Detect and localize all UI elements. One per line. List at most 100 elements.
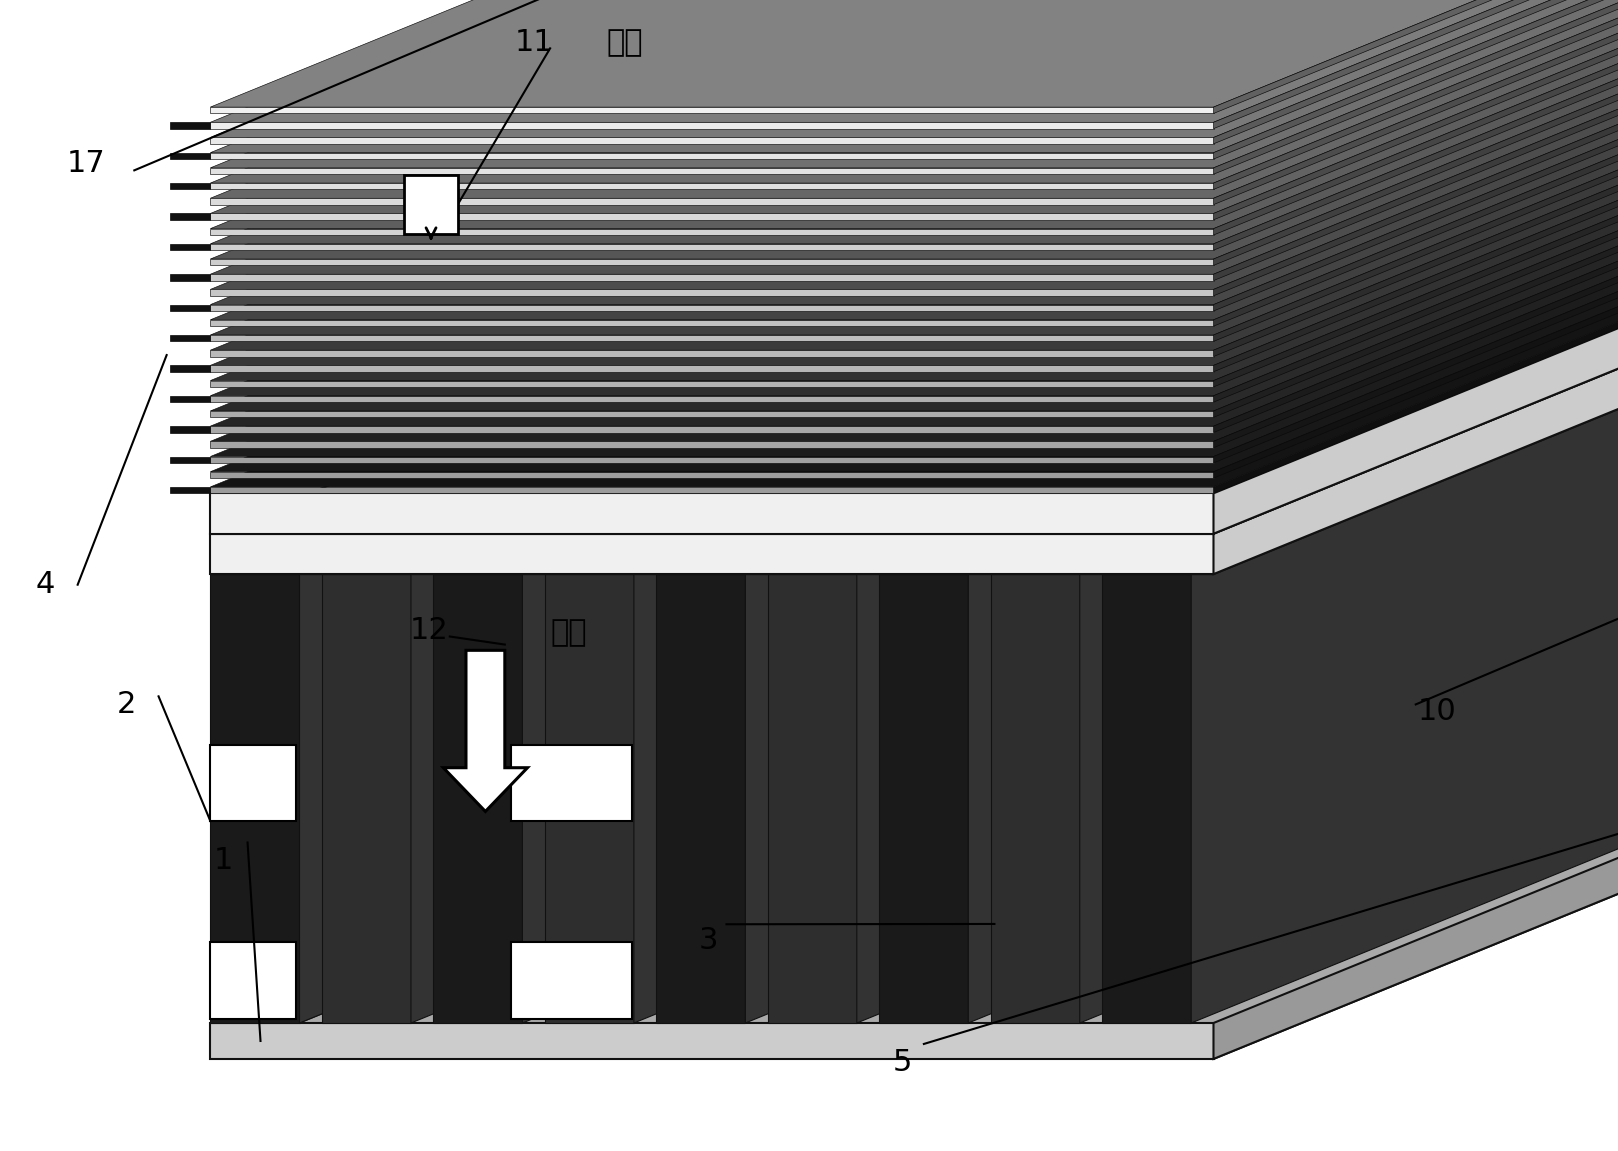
Polygon shape bbox=[170, 457, 210, 463]
Polygon shape bbox=[210, 0, 1618, 137]
Polygon shape bbox=[210, 233, 1618, 457]
Polygon shape bbox=[170, 274, 210, 281]
Polygon shape bbox=[210, 350, 1618, 574]
Polygon shape bbox=[1191, 350, 1618, 1023]
Text: 热流: 热流 bbox=[607, 28, 644, 58]
Polygon shape bbox=[1214, 35, 1618, 266]
Polygon shape bbox=[210, 5, 1618, 229]
Polygon shape bbox=[210, 64, 1618, 289]
Polygon shape bbox=[210, 350, 1214, 357]
FancyArrow shape bbox=[443, 650, 527, 811]
Polygon shape bbox=[634, 350, 1184, 1023]
Polygon shape bbox=[1214, 186, 1618, 418]
Polygon shape bbox=[210, 426, 1214, 433]
Polygon shape bbox=[1102, 350, 1618, 574]
Polygon shape bbox=[170, 487, 210, 494]
Polygon shape bbox=[1214, 0, 1618, 174]
Polygon shape bbox=[210, 157, 1618, 381]
Polygon shape bbox=[210, 216, 1618, 441]
Polygon shape bbox=[434, 350, 1073, 574]
Polygon shape bbox=[210, 110, 1618, 335]
Text: 10: 10 bbox=[1417, 696, 1456, 726]
Text: 17: 17 bbox=[66, 148, 105, 178]
Polygon shape bbox=[210, 20, 1618, 244]
Polygon shape bbox=[1214, 96, 1618, 326]
Polygon shape bbox=[210, 262, 1618, 487]
Polygon shape bbox=[210, 96, 1618, 320]
Polygon shape bbox=[1214, 81, 1618, 311]
Polygon shape bbox=[210, 1023, 1214, 1059]
Text: 3: 3 bbox=[699, 925, 718, 955]
Polygon shape bbox=[879, 350, 1518, 574]
Polygon shape bbox=[1214, 157, 1618, 387]
Polygon shape bbox=[1214, 310, 1618, 574]
Polygon shape bbox=[1214, 269, 1618, 534]
Polygon shape bbox=[1214, 0, 1618, 144]
Polygon shape bbox=[210, 745, 296, 821]
Polygon shape bbox=[1214, 201, 1618, 433]
Polygon shape bbox=[545, 350, 1184, 574]
Polygon shape bbox=[210, 168, 1214, 174]
Polygon shape bbox=[411, 350, 961, 1023]
Polygon shape bbox=[210, 153, 1214, 159]
Polygon shape bbox=[170, 122, 210, 129]
Polygon shape bbox=[170, 153, 210, 159]
Polygon shape bbox=[210, 0, 1618, 183]
Polygon shape bbox=[1214, 0, 1618, 220]
Polygon shape bbox=[170, 244, 210, 250]
Polygon shape bbox=[210, 310, 1618, 534]
Polygon shape bbox=[1214, 110, 1618, 342]
Polygon shape bbox=[210, 457, 1214, 463]
Polygon shape bbox=[858, 350, 1408, 1023]
Polygon shape bbox=[210, 274, 1214, 281]
Polygon shape bbox=[1102, 574, 1191, 1023]
Polygon shape bbox=[210, 335, 1214, 342]
Polygon shape bbox=[1214, 262, 1618, 494]
Polygon shape bbox=[1214, 216, 1618, 448]
Text: 2: 2 bbox=[116, 689, 136, 719]
Polygon shape bbox=[210, 186, 1618, 411]
Polygon shape bbox=[1214, 0, 1618, 190]
Polygon shape bbox=[1214, 0, 1618, 114]
Polygon shape bbox=[210, 289, 1214, 296]
Polygon shape bbox=[1214, 0, 1618, 129]
Polygon shape bbox=[210, 0, 1618, 168]
Polygon shape bbox=[990, 350, 1618, 574]
Polygon shape bbox=[210, 365, 1214, 372]
Polygon shape bbox=[523, 350, 1073, 1023]
Polygon shape bbox=[1214, 125, 1618, 357]
Polygon shape bbox=[210, 247, 1618, 472]
Polygon shape bbox=[210, 122, 1214, 129]
Text: 热流: 热流 bbox=[550, 618, 587, 648]
Polygon shape bbox=[210, 534, 1214, 574]
Polygon shape bbox=[210, 107, 1214, 114]
Polygon shape bbox=[170, 305, 210, 311]
Bar bbox=[404, 175, 458, 235]
Polygon shape bbox=[210, 259, 1214, 266]
Polygon shape bbox=[1214, 247, 1618, 478]
Polygon shape bbox=[210, 0, 1618, 213]
Polygon shape bbox=[1214, 233, 1618, 463]
Polygon shape bbox=[210, 494, 1214, 534]
Polygon shape bbox=[210, 0, 1618, 122]
Polygon shape bbox=[210, 183, 1214, 190]
Text: 1: 1 bbox=[214, 846, 233, 876]
Polygon shape bbox=[210, 487, 1214, 494]
Polygon shape bbox=[210, 320, 1214, 326]
Polygon shape bbox=[210, 396, 1214, 402]
Polygon shape bbox=[1214, 0, 1618, 159]
Polygon shape bbox=[545, 574, 634, 1023]
Text: 12: 12 bbox=[409, 616, 448, 646]
Polygon shape bbox=[968, 350, 1518, 1023]
Polygon shape bbox=[210, 81, 1618, 305]
Polygon shape bbox=[170, 183, 210, 190]
Polygon shape bbox=[322, 350, 961, 574]
Polygon shape bbox=[210, 140, 1618, 365]
Polygon shape bbox=[1214, 64, 1618, 296]
Polygon shape bbox=[210, 229, 1214, 235]
Polygon shape bbox=[1214, 49, 1618, 281]
Polygon shape bbox=[210, 244, 1214, 250]
Polygon shape bbox=[210, 35, 1618, 259]
Polygon shape bbox=[299, 350, 849, 1023]
Polygon shape bbox=[1214, 140, 1618, 372]
